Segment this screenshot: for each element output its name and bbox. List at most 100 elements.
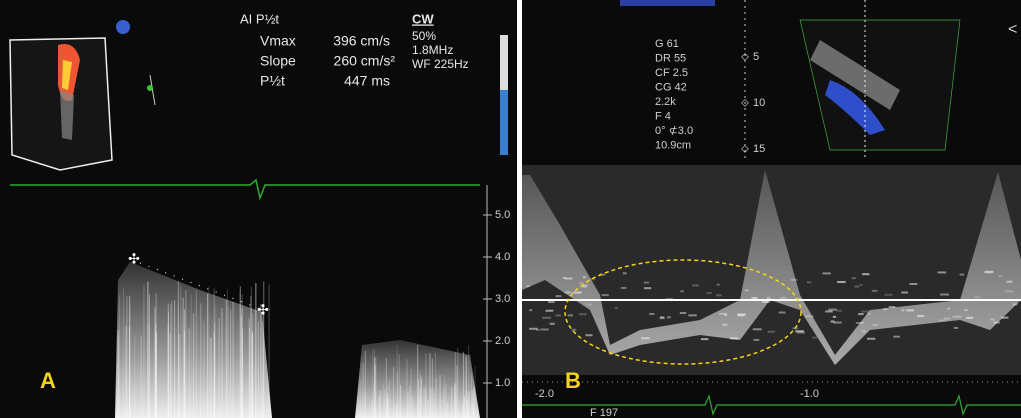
speckle [963, 309, 968, 312]
doppler-spectrum [115, 262, 272, 418]
setting: CG 42 [655, 81, 687, 93]
depth-label: 10 [753, 97, 765, 109]
speckle [872, 324, 878, 327]
speckle [832, 315, 837, 318]
speckle [667, 316, 671, 319]
color-flow [825, 80, 885, 135]
speckle [790, 278, 798, 281]
speckle [548, 301, 555, 304]
speckle [825, 310, 833, 313]
ecg [10, 178, 480, 201]
speckle [938, 319, 947, 322]
speckle [984, 270, 994, 273]
mode: CW [412, 11, 434, 26]
speckle [1004, 290, 1014, 293]
scale-label: 3.0 [495, 293, 510, 305]
speckle [822, 272, 831, 275]
setting: 50% [412, 29, 436, 43]
speckle [601, 294, 609, 297]
tissue [810, 40, 900, 110]
speckle [997, 275, 1002, 278]
speckle [855, 321, 864, 324]
caliper: ✣ [128, 251, 140, 267]
speckle [901, 309, 905, 312]
speckle [943, 317, 951, 320]
speckle [767, 330, 775, 333]
speckle [1006, 280, 1013, 283]
speckle [571, 328, 577, 331]
speckle [752, 328, 762, 331]
speckle [796, 331, 806, 334]
panel-label: A [40, 368, 56, 393]
speckle [940, 293, 950, 296]
speckle [871, 289, 878, 292]
speckle [937, 271, 947, 274]
speckle [882, 308, 888, 311]
speckle [565, 277, 573, 280]
speckle [812, 336, 818, 339]
setting: 10.9cm [655, 139, 691, 151]
probe-icon [116, 20, 130, 34]
speckle [555, 295, 562, 298]
speckle [984, 271, 993, 274]
speckle [723, 313, 728, 316]
speckle [828, 308, 838, 311]
measure-value: 260 cm/s² [334, 53, 396, 69]
sample-volume [147, 85, 153, 91]
speckle [858, 313, 864, 316]
setting: G 61 [655, 38, 679, 50]
speckle [585, 334, 593, 337]
measure-title: AI P½t [240, 11, 279, 26]
speckle [564, 291, 572, 294]
depth-marker: ◇ [741, 98, 749, 109]
speckle [766, 297, 771, 300]
speckle [833, 321, 842, 324]
measure-name: Slope [260, 53, 296, 69]
speckle [555, 314, 561, 317]
speckle [780, 296, 787, 299]
speckle [862, 273, 870, 276]
speckle [952, 315, 962, 318]
speckle [830, 320, 835, 323]
scale-label: 5.0 [495, 209, 510, 221]
speckle [536, 328, 540, 331]
top-bar [620, 0, 715, 6]
measure-value: 447 ms [344, 73, 390, 89]
speckle [854, 285, 860, 288]
depth-label: 15 [753, 143, 765, 155]
speckle [526, 285, 530, 288]
speckle [947, 307, 951, 310]
speckle [719, 312, 728, 315]
speckle [586, 303, 593, 306]
speckle [861, 310, 870, 313]
speckle [542, 316, 552, 319]
speckle [778, 311, 786, 314]
speckle [641, 337, 650, 340]
setting: 1.8MHz [412, 43, 453, 57]
speckle [966, 316, 974, 319]
speckle [888, 306, 896, 309]
speckle [837, 280, 846, 283]
panel-b: G 61 DR 55 CF 2.5 CG 42 2.2k F 4 0° ⊄3.0 10.9cm… [522, 0, 1021, 418]
speckle [836, 309, 843, 312]
measure-name: P½t [260, 73, 285, 89]
speckle [901, 291, 909, 294]
speckle [567, 314, 574, 317]
speckle [688, 314, 697, 317]
speckle [751, 297, 758, 300]
speckle [974, 296, 980, 299]
speckle [620, 286, 627, 289]
speckle [622, 272, 627, 275]
speckle [706, 292, 712, 295]
speckle [582, 284, 589, 287]
speckle [1001, 316, 1009, 319]
speckle [953, 326, 959, 329]
measure-value: 396 cm/s [333, 33, 390, 49]
speckle [909, 282, 918, 285]
speckle [993, 321, 1000, 324]
doppler-spectrum [355, 340, 480, 418]
speckle [700, 338, 709, 341]
speckle [692, 284, 699, 287]
speckle [573, 291, 582, 294]
speckle [990, 318, 995, 321]
